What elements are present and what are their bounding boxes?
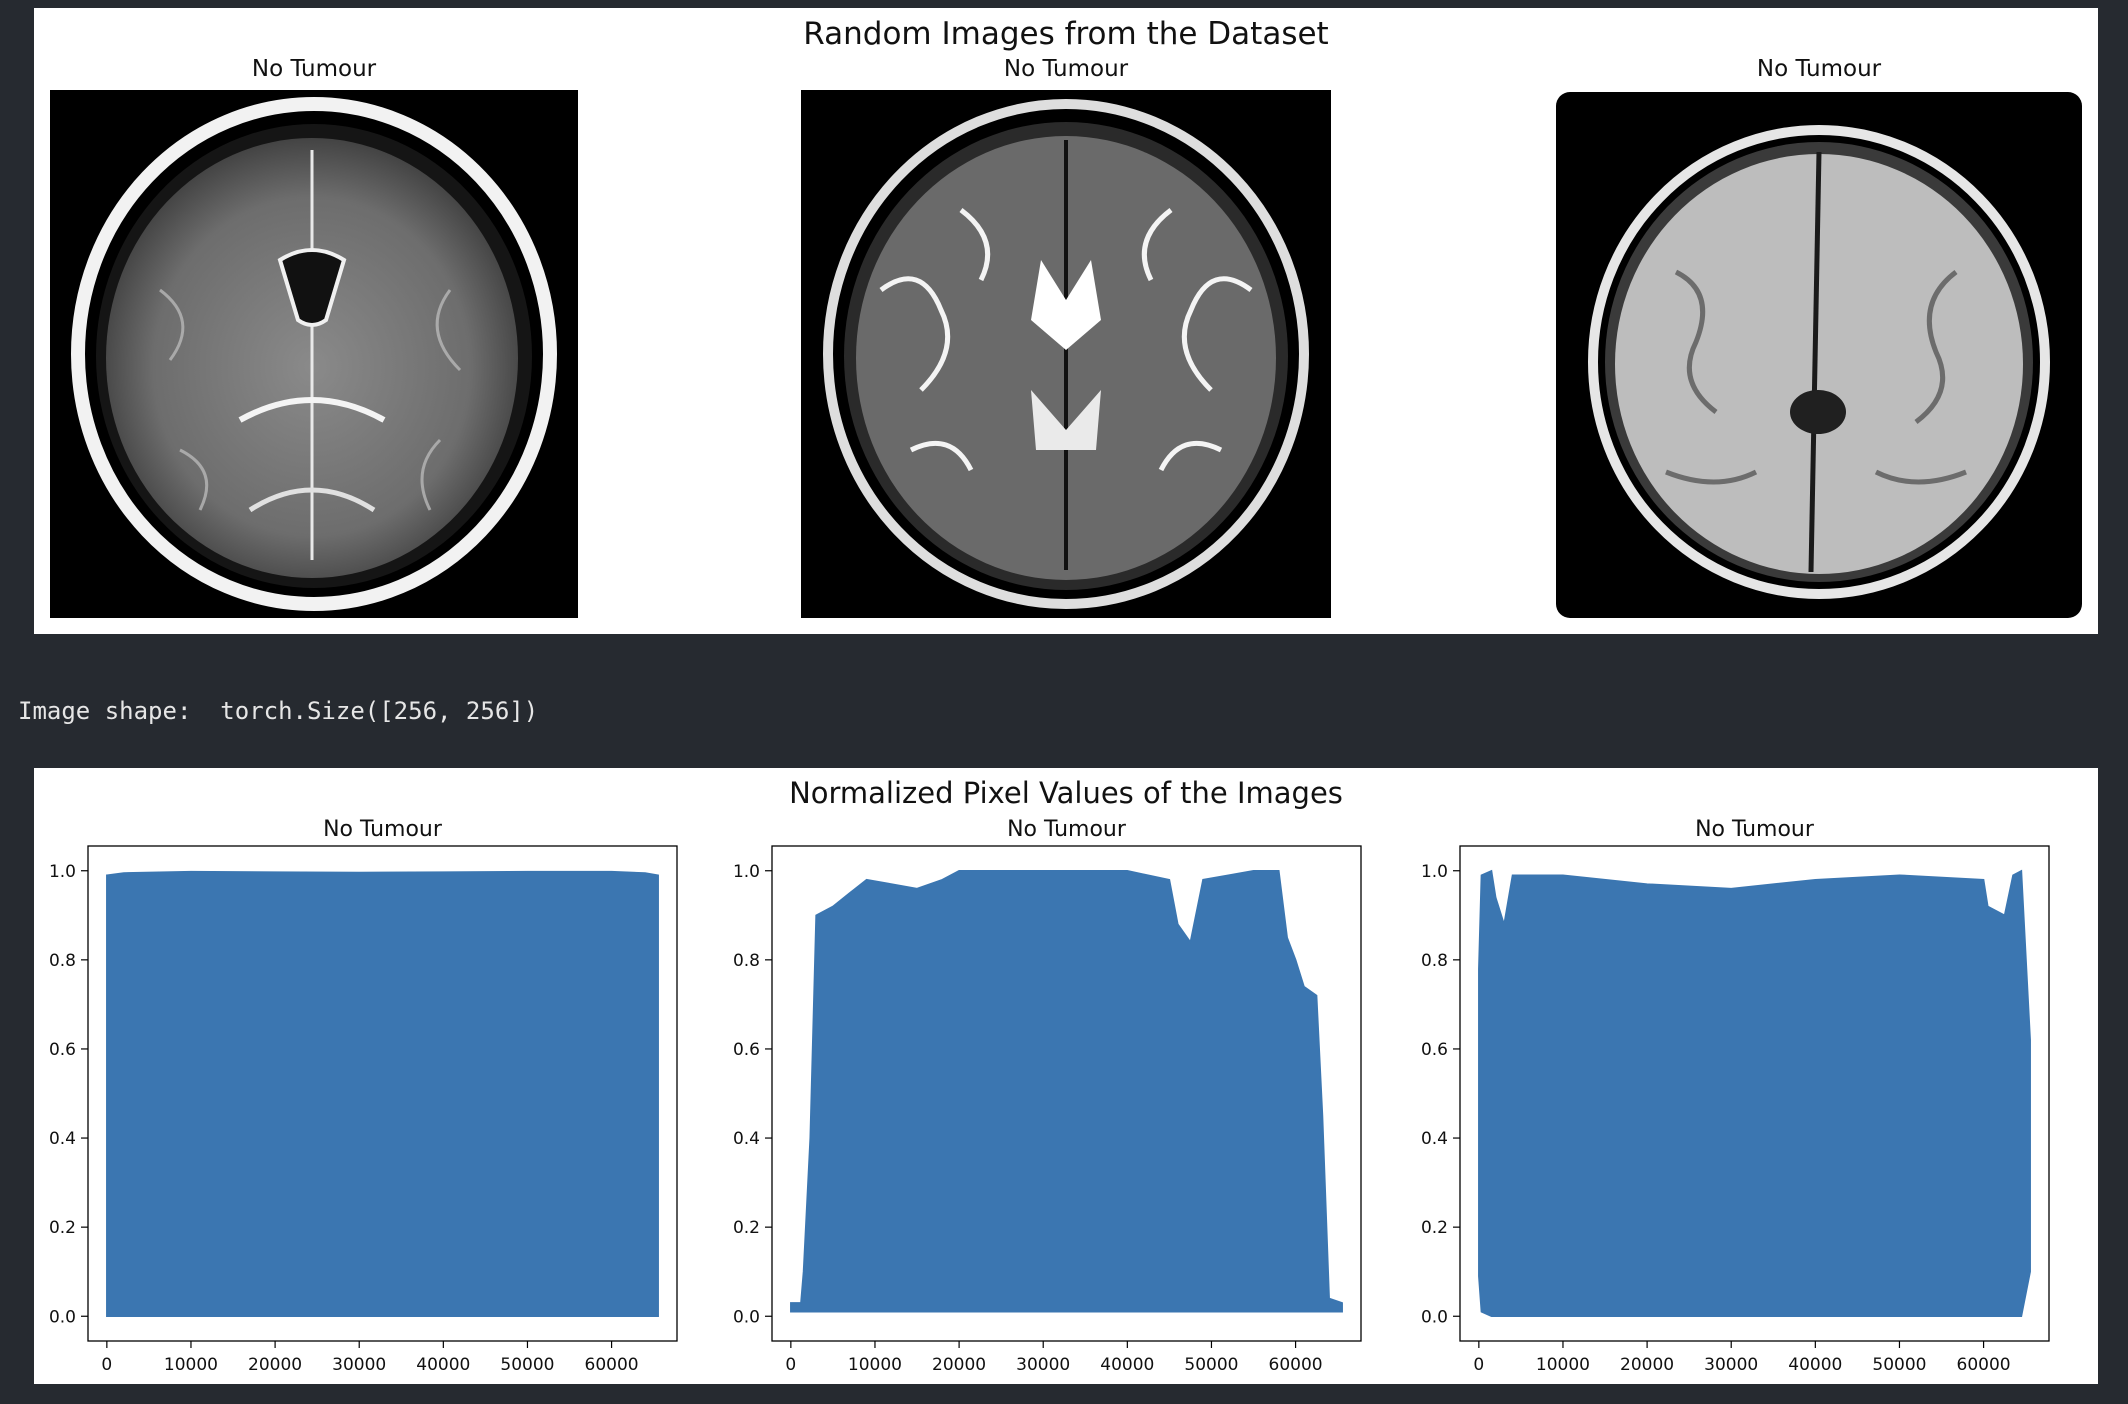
chart-title: No Tumour (1695, 817, 1815, 842)
x-tick-label: 10000 (848, 1355, 902, 1375)
y-tick-label: 0.2 (733, 1218, 760, 1238)
y-tick-label: 0.8 (1421, 951, 1448, 971)
x-tick-label: 60000 (1957, 1355, 2011, 1375)
y-tick-label: 0.6 (49, 1040, 76, 1060)
pixel-chart: No Tumour 0 10000 20000 30000 40000 50000 60000… (733, 817, 1362, 1375)
image-title: No Tumour (1756, 56, 1882, 82)
y-tick-label: 0.0 (49, 1307, 76, 1327)
x-tick-label: 50000 (500, 1355, 554, 1375)
plot-frame (1459, 845, 2050, 1342)
chart-title: No Tumour (323, 817, 443, 842)
x-tick-label: 10000 (164, 1355, 218, 1375)
y-tick-label: 0.2 (49, 1218, 76, 1238)
y-tick-label: 0.4 (49, 1129, 76, 1149)
figure-pixel-values: Normalized Pixel Values of the Images No… (34, 768, 2098, 1384)
output-text: Image shape: torch.Size([256, 256]) (18, 697, 539, 725)
chart-panel-1: No Tumour 0 10000 20000 30000 40000 50000 60000… (34, 768, 724, 1384)
y-tick-label: 1.0 (49, 862, 76, 882)
y-tick-label: 0.2 (1421, 1218, 1448, 1238)
x-tick-label: 20000 (248, 1355, 302, 1375)
y-tick-label: 0.4 (1421, 1129, 1448, 1149)
x-tick-label: 0 (1473, 1355, 1484, 1375)
y-tick-label: 0.4 (733, 1129, 760, 1149)
x-tick-label: 50000 (1184, 1355, 1238, 1375)
y-tick-label: 0.0 (1421, 1307, 1448, 1327)
chart-panel-2: No Tumour 0 10000 20000 30000 40000 50000 60000… (724, 768, 1414, 1384)
mri-image (50, 90, 578, 618)
figure-random-images: Random Images from the Dataset No Tumour (34, 8, 2098, 634)
series-area (1478, 869, 2031, 1318)
x-tick-label: 30000 (1704, 1355, 1758, 1375)
x-tick-label: 20000 (932, 1355, 986, 1375)
y-tick-label: 0.6 (733, 1040, 760, 1060)
series-area (106, 870, 659, 1318)
chart-title: No Tumour (1007, 817, 1127, 842)
y-tick-label: 0.8 (733, 951, 760, 971)
x-tick-label: 10000 (1536, 1355, 1590, 1375)
y-tick-label: 1.0 (1421, 862, 1448, 882)
plot-frame (87, 845, 678, 1342)
figure-title: Normalized Pixel Values of the Images (789, 776, 1343, 810)
image-title: No Tumour (1003, 56, 1129, 82)
x-tick-label: 50000 (1872, 1355, 1926, 1375)
x-tick-label: 40000 (1788, 1355, 1842, 1375)
y-tick-label: 0.8 (49, 951, 76, 971)
x-tick-label: 40000 (416, 1355, 470, 1375)
x-tick-label: 0 (101, 1355, 112, 1375)
series-area (790, 870, 1343, 1313)
image-title: No Tumour (251, 56, 377, 82)
x-tick-label: 40000 (1100, 1355, 1154, 1375)
y-tick-label: 0.0 (733, 1307, 760, 1327)
y-tick-label: 0.6 (1421, 1040, 1448, 1060)
x-tick-label: 30000 (1016, 1355, 1070, 1375)
x-tick-label: 0 (785, 1355, 796, 1375)
pixel-chart: No Tumour 0 10000 20000 30000 40000 50000 60000… (49, 817, 678, 1375)
chart-panel-3: No Tumour 0 10000 20000 30000 40000 50000 60000… (1414, 768, 2098, 1384)
figure-title: Random Images from the Dataset (803, 16, 1329, 52)
y-tick-label: 1.0 (733, 862, 760, 882)
mri-image (801, 90, 1331, 618)
x-tick-label: 60000 (1269, 1355, 1323, 1375)
pixel-chart: No Tumour 0 10000 20000 30000 40000 50000 60000… (1421, 817, 2050, 1375)
mri-image (1556, 92, 2082, 618)
x-tick-label: 30000 (332, 1355, 386, 1375)
x-tick-label: 20000 (1620, 1355, 1674, 1375)
plot-frame (771, 845, 1362, 1342)
x-tick-label: 60000 (585, 1355, 639, 1375)
